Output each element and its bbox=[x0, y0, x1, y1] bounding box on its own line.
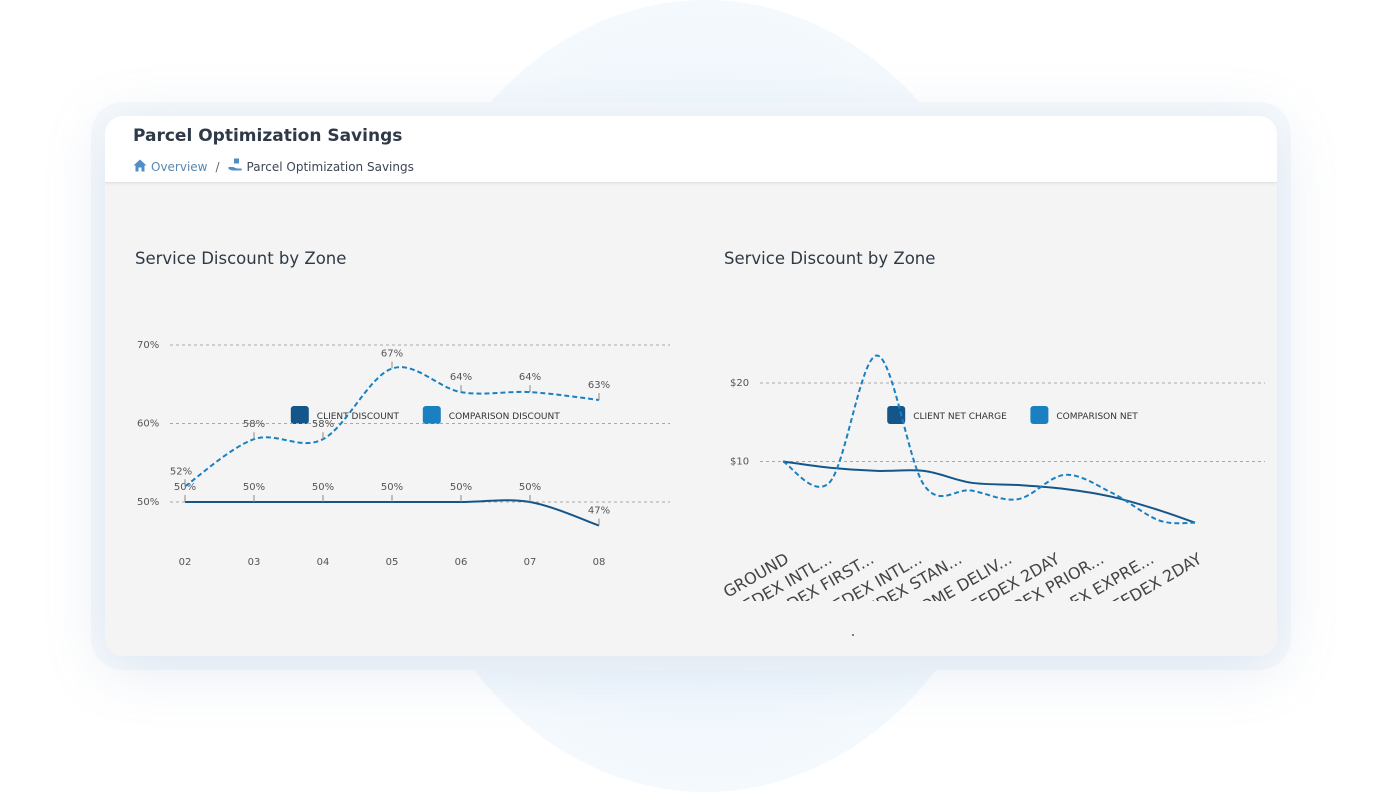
data-label: 58% bbox=[312, 419, 334, 430]
y-tick-label: $10 bbox=[730, 457, 749, 468]
breadcrumb-current: Parcel Optimization Savings bbox=[228, 158, 414, 175]
legend-label-2: COMPARISON NET bbox=[1056, 412, 1138, 422]
x-tick-label: 03 bbox=[248, 557, 261, 568]
data-label: 52% bbox=[170, 466, 192, 477]
legend-swatch-2 bbox=[422, 406, 441, 424]
x-tick-label: 08 bbox=[593, 557, 606, 568]
chart-discount-by-zone: CLIENT DISCOUNT COMPARISON DISCOUNT 50% 60%… bbox=[137, 340, 670, 568]
legend-label-2: COMPARISON DISCOUNT bbox=[449, 412, 560, 422]
data-label: 50% bbox=[519, 482, 541, 493]
data-label: 50% bbox=[381, 482, 403, 493]
page-title: Parcel Optimization Savings bbox=[133, 126, 403, 146]
chart-net-charge-by-service: CLIENT NET CHARGE COMPARISON NET$10$20GRO… bbox=[720, 354, 1265, 601]
data-label: 67% bbox=[381, 349, 403, 360]
x-tick-label: 02 bbox=[179, 557, 192, 568]
data-label: 50% bbox=[174, 482, 196, 493]
legend-swatch-2 bbox=[1030, 406, 1049, 424]
y-tick-label: 50% bbox=[137, 497, 159, 508]
breadcrumb-overview-link[interactable]: Overview bbox=[133, 159, 208, 175]
data-label: 64% bbox=[519, 372, 541, 383]
data-label: 63% bbox=[588, 380, 610, 391]
data-label: 50% bbox=[243, 482, 265, 493]
x-tick-label: 05 bbox=[386, 557, 399, 568]
chart-2-title: Service Discount by Zone bbox=[724, 249, 936, 268]
page-header: Parcel Optimization Savings Overview / P… bbox=[105, 116, 1277, 183]
x-tick-label: 06 bbox=[455, 557, 468, 568]
breadcrumb-separator: / bbox=[215, 159, 220, 174]
legend-label-1: CLIENT NET CHARGE bbox=[913, 412, 1007, 422]
y-tick-label: $20 bbox=[730, 378, 749, 389]
legend-label-1: CLIENT DISCOUNT bbox=[317, 412, 400, 422]
breadcrumb: Overview / Parcel Optimization Savings bbox=[133, 158, 414, 175]
breadcrumb-overview-label: Overview bbox=[151, 159, 208, 174]
series-line-2 bbox=[782, 354, 1196, 525]
dashboard-card: Parcel Optimization Savings Overview / P… bbox=[105, 116, 1277, 656]
data-label: 50% bbox=[450, 482, 472, 493]
pager-dot[interactable] bbox=[852, 634, 854, 636]
data-label: 50% bbox=[312, 482, 334, 493]
x-tick-label: 04 bbox=[317, 557, 330, 568]
y-tick-label: 60% bbox=[137, 419, 159, 430]
breadcrumb-current-label: Parcel Optimization Savings bbox=[246, 159, 414, 174]
series-line-1 bbox=[185, 499, 600, 527]
chart-1-title: Service Discount by Zone bbox=[135, 249, 347, 268]
y-tick-label: 70% bbox=[137, 340, 159, 351]
data-label: 58% bbox=[243, 419, 265, 430]
data-label: 47% bbox=[588, 506, 610, 517]
legend-swatch-1 bbox=[290, 406, 309, 424]
hand-box-icon bbox=[228, 158, 243, 175]
home-icon bbox=[133, 159, 147, 175]
series-line-2 bbox=[184, 366, 600, 488]
legend-swatch-1 bbox=[887, 406, 906, 424]
data-label: 64% bbox=[450, 372, 472, 383]
series-line-1 bbox=[782, 460, 1196, 524]
x-tick-label: 07 bbox=[524, 557, 537, 568]
